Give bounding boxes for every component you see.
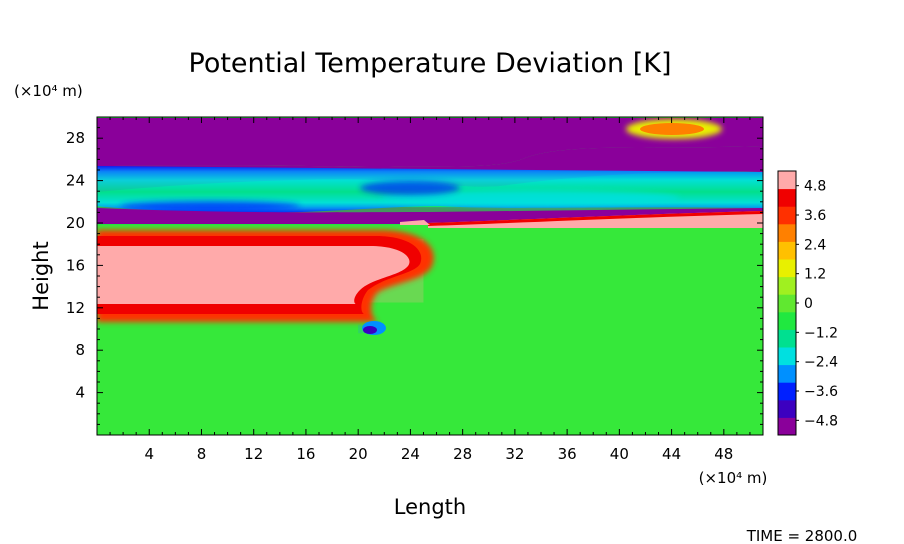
warm-anomaly-core xyxy=(97,246,410,304)
x-axis-label: Length xyxy=(394,495,466,519)
x-tick-label: 20 xyxy=(349,445,368,463)
colorbar-swatch xyxy=(778,311,796,330)
x-tick-label: 24 xyxy=(401,445,420,463)
cold-eddy-core xyxy=(363,326,377,334)
y-unit-label: (×10⁴ m) xyxy=(14,82,83,100)
colorbar-swatch xyxy=(778,329,796,348)
chart-title: Potential Temperature Deviation [K] xyxy=(189,48,672,79)
colorbar-tick-label: 3.6 xyxy=(804,208,826,224)
warm-tongue-edge xyxy=(428,211,763,226)
x-tick-label: 48 xyxy=(714,445,733,463)
x-tick-label: 12 xyxy=(244,445,263,463)
x-tick-label: 32 xyxy=(505,445,524,463)
y-axis-label: Height xyxy=(29,241,53,310)
x-axis: 4 8 12 16 20 24 28 32 36 40 44 48 xyxy=(109,117,751,463)
colorbar-swatch xyxy=(778,241,796,260)
cool-streak-1 xyxy=(380,190,680,206)
colorbar-tick-label: 1.2 xyxy=(804,267,826,283)
colorbar: 4.8 3.6 2.4 1.2 0 −1.2 −2.4 −3.6 −4.8 xyxy=(777,170,838,436)
warm-spot-core xyxy=(640,123,704,135)
colorbar-swatch xyxy=(778,364,796,383)
colorbar-tick-label: −3.6 xyxy=(804,384,838,400)
blue-knot xyxy=(360,181,460,195)
y-tick-label: 12 xyxy=(66,299,85,317)
colorbar-tick-label: 0 xyxy=(804,296,813,312)
colorbar-swatch xyxy=(778,206,796,225)
x-unit-label: (×10⁴ m) xyxy=(699,469,768,487)
colorbar-swatch xyxy=(778,223,796,242)
blue-streak xyxy=(120,201,300,211)
warm-anomaly xyxy=(97,230,434,335)
colorbar-tick-label: −4.8 xyxy=(804,413,838,429)
x-tick-label: 4 xyxy=(144,445,154,463)
colorbar-swatch xyxy=(778,294,796,313)
x-tick-label: 16 xyxy=(296,445,315,463)
y-tick-label: 16 xyxy=(66,256,85,274)
colorbar-swatch xyxy=(778,259,796,278)
colorbar-swatch xyxy=(778,276,796,295)
time-readout: TIME = 2800.0 xyxy=(746,527,858,544)
colorbar-swatch xyxy=(778,347,796,366)
x-tick-label: 28 xyxy=(453,445,472,463)
y-tick-label: 24 xyxy=(66,172,85,190)
colorbar-swatch xyxy=(778,171,796,190)
y-tick-label: 8 xyxy=(75,341,85,359)
colorbar-tick-label: 2.4 xyxy=(804,237,826,253)
y-tick-label: 28 xyxy=(66,129,85,147)
colorbar-swatch xyxy=(778,188,796,207)
colorbar-tick-label: −1.2 xyxy=(804,325,838,341)
colorbar-swatch xyxy=(778,417,796,436)
warm-spike xyxy=(400,220,430,225)
colorbar-swatch xyxy=(778,382,796,401)
x-tick-label: 44 xyxy=(662,445,681,463)
warm-spot xyxy=(626,119,722,139)
x-tick-label: 36 xyxy=(558,445,577,463)
y-tick-label: 4 xyxy=(75,384,85,402)
y-axis: 4 8 12 16 20 24 28 xyxy=(66,127,763,425)
colorbar-swatch xyxy=(778,399,796,418)
x-tick-label: 40 xyxy=(610,445,629,463)
upper-purple-band xyxy=(97,118,763,167)
y-tick-label: 20 xyxy=(66,214,85,232)
heatmap-field xyxy=(97,117,763,435)
colorbar-tick-label: −2.4 xyxy=(804,355,838,371)
x-tick-label: 8 xyxy=(197,445,207,463)
colorbar-tick-label: 4.8 xyxy=(804,179,826,195)
